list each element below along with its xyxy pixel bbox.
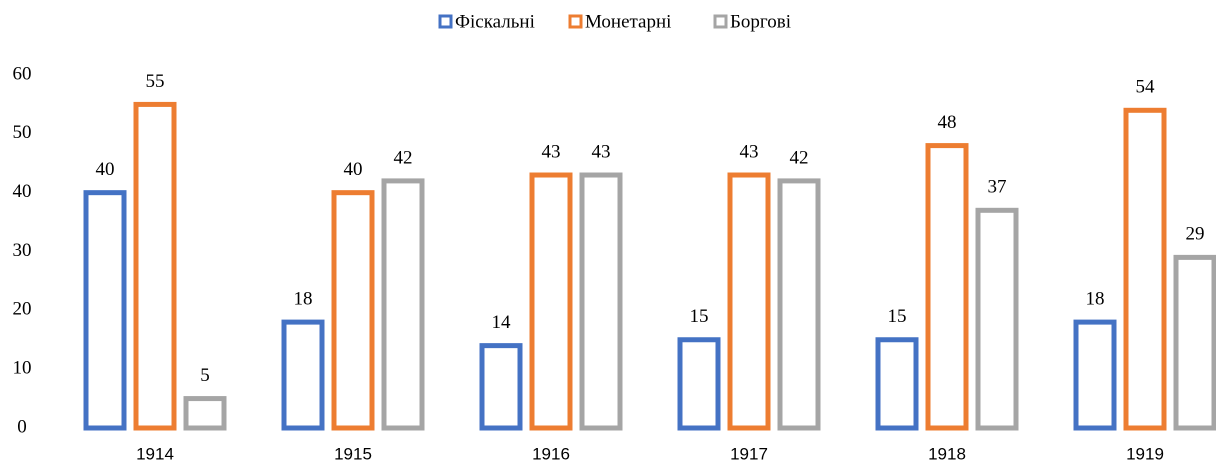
data-label: 48	[938, 112, 957, 133]
data-label: 15	[690, 306, 709, 327]
bar	[1073, 319, 1117, 431]
data-label: 42	[790, 147, 809, 168]
data-label: 5	[200, 365, 210, 386]
legend-label: Монетарні	[585, 11, 671, 32]
bar	[677, 337, 721, 431]
legend-label: Фіскальні	[455, 11, 535, 32]
legend-swatch	[568, 14, 583, 29]
legend-swatch	[438, 14, 453, 29]
y-tick-label: 20	[13, 299, 32, 320]
bar	[479, 343, 523, 431]
bar	[133, 101, 177, 431]
data-label: 40	[96, 159, 115, 180]
data-label: 18	[294, 288, 313, 309]
x-tick-label: 1917	[730, 444, 768, 463]
bar	[529, 172, 573, 431]
bar	[975, 207, 1019, 431]
data-label: 43	[542, 141, 561, 162]
bar	[183, 396, 227, 431]
data-label: 42	[394, 147, 413, 168]
bar	[727, 172, 771, 431]
data-label: 18	[1086, 288, 1105, 309]
bar	[381, 178, 425, 431]
data-label: 43	[592, 141, 611, 162]
y-tick-label: 10	[13, 358, 32, 379]
y-tick-label: 50	[13, 122, 32, 143]
bar	[331, 190, 375, 431]
bar	[83, 190, 127, 431]
y-tick-label: 40	[13, 181, 32, 202]
bar	[1123, 107, 1167, 431]
data-label: 43	[740, 141, 759, 162]
x-tick-label: 1919	[1126, 444, 1164, 463]
x-tick-label: 1916	[532, 444, 570, 463]
legend-swatch	[713, 14, 728, 29]
data-label: 40	[344, 159, 363, 180]
data-label: 29	[1186, 224, 1205, 245]
data-label: 37	[988, 177, 1007, 198]
x-tick-label: 1918	[928, 444, 966, 463]
y-tick-label: 0	[17, 416, 27, 437]
y-tick-label: 30	[13, 240, 32, 261]
bar	[925, 143, 969, 431]
data-label: 14	[492, 312, 512, 333]
bar	[1173, 254, 1216, 431]
legend-label: Боргові	[730, 11, 791, 32]
bar	[579, 172, 623, 431]
data-label: 55	[146, 71, 165, 92]
x-tick-label: 1914	[136, 444, 174, 463]
data-label: 54	[1136, 77, 1156, 98]
y-tick-label: 60	[13, 63, 32, 84]
bar	[777, 178, 821, 431]
bar	[875, 337, 919, 431]
bar	[281, 319, 325, 431]
data-label: 15	[888, 306, 907, 327]
x-tick-label: 1915	[334, 444, 372, 463]
